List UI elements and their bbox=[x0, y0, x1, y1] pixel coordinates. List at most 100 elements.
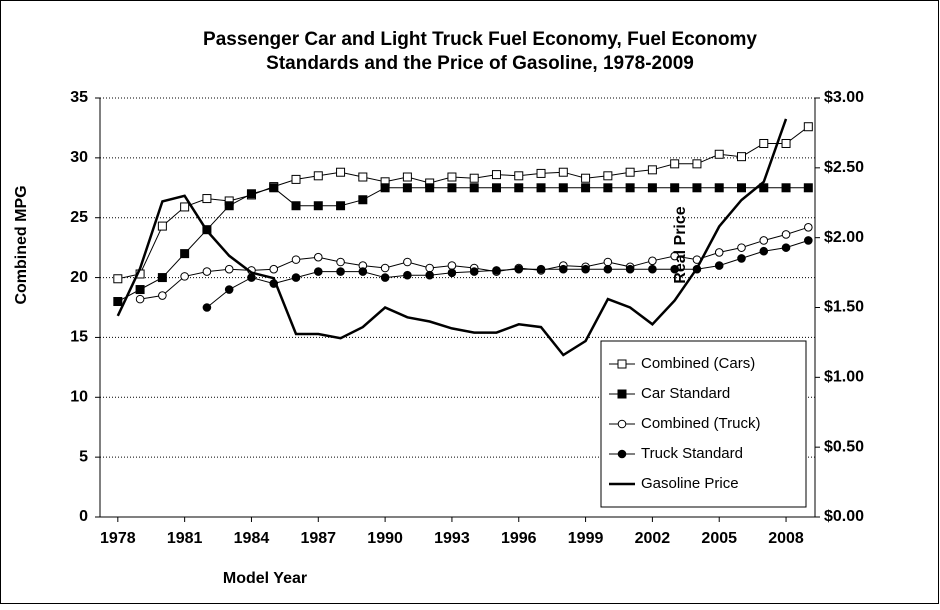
marker bbox=[224, 201, 234, 211]
marker bbox=[158, 291, 167, 300]
marker bbox=[737, 254, 746, 263]
marker bbox=[714, 261, 724, 270]
marker bbox=[617, 389, 627, 399]
marker bbox=[336, 257, 345, 267]
y2-tick-label: $2.00 bbox=[824, 229, 864, 246]
y2-tick-label: $1.00 bbox=[824, 369, 864, 386]
marker bbox=[358, 172, 368, 182]
y-tick-label: 0 bbox=[79, 508, 88, 525]
marker bbox=[803, 122, 813, 132]
chart-title: Standards and the Price of Gasoline, 197… bbox=[266, 53, 694, 74]
marker bbox=[403, 257, 412, 267]
y2-tick-label: $1.50 bbox=[824, 299, 864, 316]
marker bbox=[358, 267, 368, 276]
marker bbox=[336, 167, 346, 177]
marker bbox=[536, 264, 546, 274]
series-line bbox=[116, 118, 788, 357]
marker bbox=[313, 267, 323, 276]
marker bbox=[647, 183, 657, 193]
y-tick-label: 35 bbox=[70, 89, 88, 106]
marker bbox=[425, 183, 435, 193]
marker bbox=[514, 264, 524, 274]
marker bbox=[781, 243, 791, 252]
marker bbox=[246, 189, 256, 199]
legend: Combined (Cars) Car Standard Combined (Tru… bbox=[600, 340, 807, 508]
legend-label: Gasoline Price bbox=[641, 475, 739, 492]
legend-label: Truck Standard bbox=[641, 445, 743, 462]
marker bbox=[617, 359, 627, 369]
marker bbox=[492, 266, 501, 275]
marker bbox=[714, 248, 724, 257]
marker bbox=[469, 173, 479, 183]
marker bbox=[803, 183, 813, 193]
marker bbox=[247, 273, 256, 282]
chart-title: Passenger Car and Light Truck Fuel Econo… bbox=[203, 29, 757, 50]
marker bbox=[603, 171, 613, 181]
x-axis-label: Model Year bbox=[223, 570, 307, 587]
marker bbox=[202, 194, 212, 204]
marker bbox=[469, 267, 479, 276]
marker bbox=[759, 183, 769, 193]
marker bbox=[625, 264, 635, 274]
x-tick-label: 1981 bbox=[167, 530, 203, 547]
marker bbox=[804, 222, 813, 232]
marker bbox=[781, 138, 791, 148]
marker bbox=[781, 230, 791, 239]
marker bbox=[581, 173, 591, 183]
marker bbox=[202, 303, 212, 312]
marker bbox=[514, 183, 524, 193]
marker bbox=[291, 273, 301, 282]
marker bbox=[617, 419, 627, 429]
marker bbox=[714, 183, 724, 193]
legend-label: Combined (Cars) bbox=[641, 355, 755, 372]
marker bbox=[269, 264, 279, 274]
y2-tick-label: $3.00 bbox=[824, 89, 864, 106]
marker bbox=[670, 183, 680, 193]
marker bbox=[625, 167, 635, 177]
marker bbox=[647, 165, 657, 175]
marker bbox=[469, 183, 479, 193]
marker bbox=[380, 183, 390, 193]
marker bbox=[759, 246, 769, 256]
marker bbox=[113, 297, 123, 307]
marker bbox=[692, 159, 702, 169]
marker bbox=[224, 285, 234, 294]
legend-box bbox=[600, 340, 807, 508]
marker bbox=[425, 270, 434, 280]
marker bbox=[559, 264, 568, 274]
marker bbox=[135, 285, 145, 295]
marker bbox=[670, 159, 680, 169]
marker bbox=[625, 183, 635, 193]
marker bbox=[670, 251, 679, 261]
marker bbox=[648, 256, 657, 266]
marker bbox=[447, 172, 457, 182]
y-tick-label: 30 bbox=[70, 149, 88, 166]
marker bbox=[617, 449, 627, 459]
x-tick-label: 1987 bbox=[300, 530, 336, 547]
marker bbox=[425, 263, 434, 273]
marker bbox=[759, 236, 769, 245]
marker bbox=[558, 167, 568, 177]
y2-tick-label: $0.00 bbox=[824, 508, 864, 525]
x-tick-label: 2005 bbox=[701, 530, 737, 547]
marker bbox=[491, 183, 501, 193]
marker bbox=[447, 268, 457, 278]
marker bbox=[603, 183, 613, 193]
marker bbox=[180, 202, 190, 212]
annotation: Real Price bbox=[672, 206, 689, 283]
marker bbox=[180, 272, 189, 281]
x-tick-label: 1999 bbox=[568, 530, 604, 547]
x-tick-label: 1996 bbox=[501, 530, 537, 547]
marker bbox=[736, 183, 746, 193]
y-tick-label: 20 bbox=[70, 269, 88, 286]
marker bbox=[692, 183, 702, 193]
marker bbox=[536, 183, 546, 193]
marker bbox=[291, 201, 301, 211]
y2-tick-label: $2.50 bbox=[824, 159, 864, 176]
marker bbox=[581, 264, 590, 274]
marker bbox=[180, 249, 190, 259]
marker bbox=[157, 221, 167, 231]
marker bbox=[736, 152, 746, 162]
marker bbox=[291, 255, 301, 264]
